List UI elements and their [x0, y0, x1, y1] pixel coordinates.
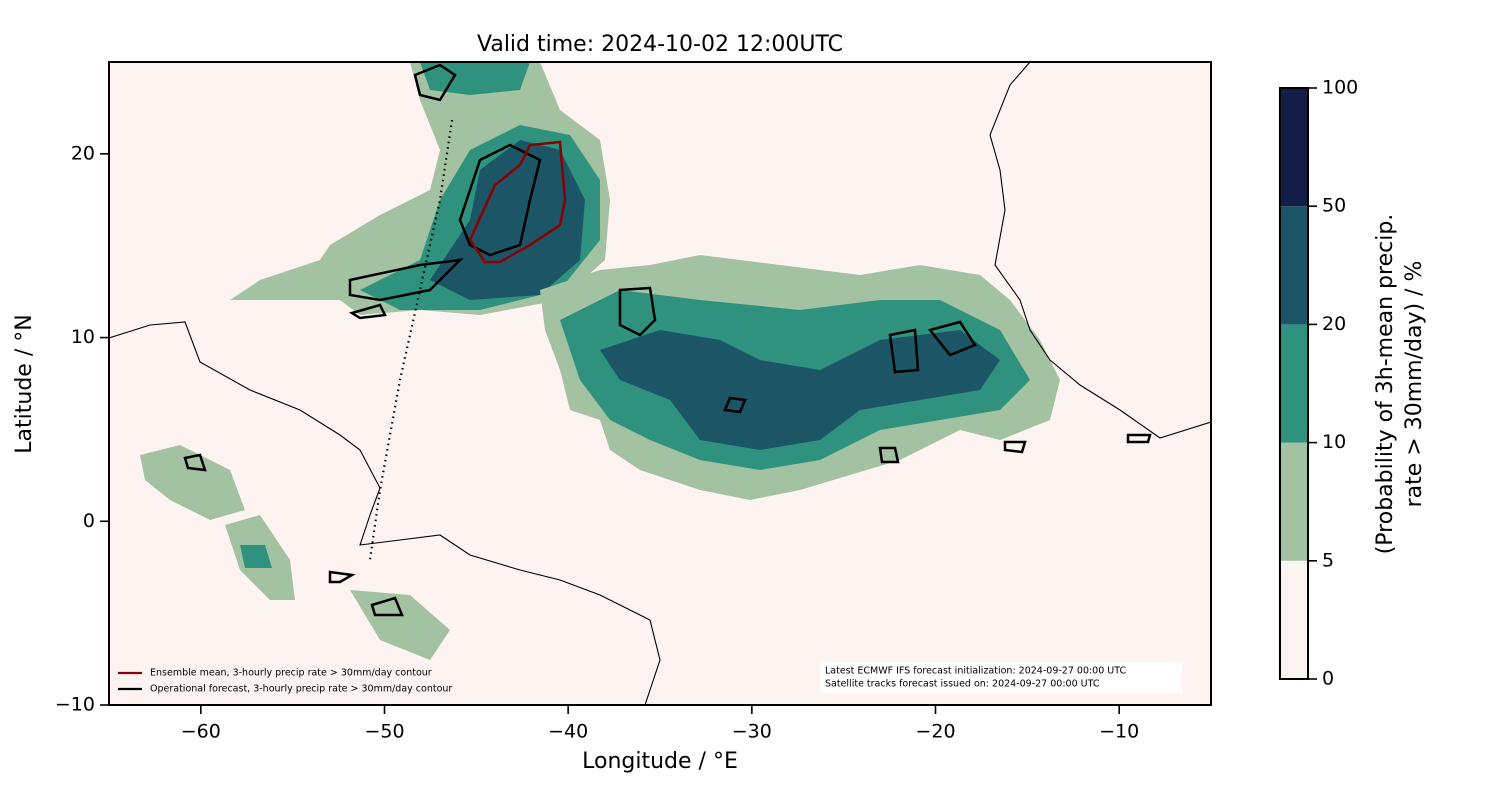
colorbar-segment [1280, 442, 1308, 561]
annotation-line: Satellite tracks forecast issued on: 202… [825, 679, 1100, 690]
satellite-track [368, 119, 454, 561]
x-tick-label: −10 [1099, 721, 1139, 743]
colorbar-segment [1280, 206, 1308, 325]
colorbar-tick-label: 50 [1322, 195, 1346, 217]
y-axis-label: Latitude / °N [12, 314, 37, 453]
colorbar-segment [1280, 560, 1308, 679]
colorbar-tick-label: 20 [1322, 313, 1346, 335]
colorbar-segment [1280, 324, 1308, 443]
x-axis-label: Longitude / °E [582, 749, 738, 774]
colorbar-tick-label: 5 [1322, 549, 1334, 571]
x-tick-label: −30 [732, 721, 772, 743]
x-tick-label: −50 [364, 721, 404, 743]
annotation-line: Latest ECMWF IFS forecast initialization… [825, 666, 1126, 677]
x-tick-label: −20 [915, 721, 955, 743]
legend-label: Ensemble mean, 3-hourly precip rate > 30… [150, 668, 432, 679]
map-title: Valid time: 2024-10-02 12:00UTC [477, 32, 843, 57]
colorbar-tick-label: 100 [1322, 77, 1358, 99]
coastlines [109, 62, 1211, 705]
y-tick-label: 10 [71, 326, 95, 348]
x-tick-label: −40 [548, 721, 588, 743]
y-tick-label: 20 [71, 142, 95, 164]
x-tick-label: −60 [181, 721, 221, 743]
legend-label: Operational forecast, 3-hourly precip ra… [150, 684, 452, 695]
colorbar-tick-label: 10 [1322, 431, 1346, 453]
operational-contours [183, 63, 1152, 617]
colorbar-segment [1280, 88, 1308, 207]
plot-frame [108, 61, 1212, 706]
ensemble-contour [468, 140, 567, 264]
annotation-box [820, 662, 1182, 693]
y-tick-label: −10 [55, 694, 95, 716]
colorbar-frame [1279, 87, 1309, 680]
colorbar-label: (Probability of 3h-mean precip. [1373, 214, 1398, 555]
colorbar-tick-label: 0 [1322, 668, 1334, 690]
colorbar-label: rate > 30mm/day) / % [1402, 261, 1427, 508]
y-tick-label: 0 [83, 510, 95, 532]
